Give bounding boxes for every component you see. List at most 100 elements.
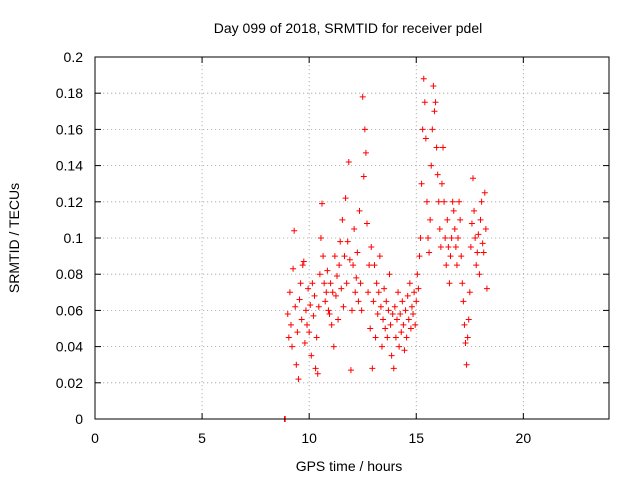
data-point: [457, 216, 464, 223]
data-point: [378, 343, 385, 350]
data-point: [330, 343, 337, 350]
data-point: [433, 144, 440, 151]
data-point: [463, 361, 470, 368]
data-point: [448, 235, 455, 241]
data-point: [450, 207, 457, 214]
data-point: [382, 325, 389, 332]
data-point: [436, 225, 443, 232]
data-point: [398, 329, 405, 336]
data-point: [419, 126, 426, 133]
data-point: [388, 352, 395, 359]
data-point: [310, 312, 317, 319]
data-point: [383, 298, 390, 305]
data-point: [334, 273, 341, 280]
data-point: [456, 198, 463, 205]
data-point: [422, 135, 429, 142]
data-point: [415, 285, 422, 292]
data-point: [317, 235, 324, 241]
data-point: [309, 280, 316, 287]
data-point: [435, 198, 442, 205]
data-point: [337, 238, 344, 245]
y-tick-label: 0.16: [56, 121, 83, 137]
y-tick-label: 0.18: [56, 85, 83, 101]
data-point: [362, 149, 369, 156]
data-point: [365, 289, 372, 296]
data-point: [431, 108, 438, 115]
data-point: [308, 352, 315, 359]
data-point: [446, 280, 453, 287]
data-point: [346, 256, 353, 263]
data-point: [481, 189, 488, 196]
data-point: [475, 231, 482, 238]
data-point: [323, 289, 330, 296]
data-point: [442, 235, 449, 241]
data-point: [428, 162, 435, 169]
data-point: [354, 249, 361, 256]
data-point: [322, 298, 329, 305]
data-point: [290, 265, 297, 272]
data-point: [377, 303, 384, 310]
data-point: [438, 180, 445, 187]
data-point: [425, 235, 432, 241]
y-axis-label: SRMTID / TECUs: [6, 183, 22, 293]
data-point: [380, 316, 387, 323]
data-point: [389, 311, 396, 318]
data-point: [395, 289, 402, 296]
data-point: [400, 321, 407, 328]
data-point: [375, 289, 382, 296]
data-point: [359, 93, 366, 100]
data-point: [366, 262, 373, 269]
data-point: [443, 262, 450, 269]
data-point: [416, 253, 423, 260]
x-tick-label: 10: [301, 430, 317, 446]
data-point: [312, 365, 319, 372]
data-point: [369, 365, 376, 372]
data-point: [440, 144, 447, 151]
x-tick-label: 0: [91, 430, 99, 446]
data-point: [367, 325, 374, 332]
data-point: [410, 311, 417, 318]
data-point: [414, 271, 421, 278]
data-point: [374, 311, 381, 318]
data-point: [325, 307, 332, 314]
data-point: [399, 298, 406, 305]
data-points: [281, 75, 490, 422]
data-point: [292, 303, 299, 310]
data-point: [421, 99, 428, 106]
data-point: [338, 285, 345, 292]
data-point: [291, 227, 298, 234]
data-point: [301, 339, 308, 346]
data-point: [315, 303, 322, 310]
data-point: [405, 316, 412, 323]
data-point: [286, 289, 293, 296]
data-point: [468, 220, 475, 227]
data-point: [368, 244, 375, 251]
data-point: [311, 292, 318, 299]
data-point: [423, 198, 430, 205]
data-point: [470, 175, 477, 182]
data-point: [408, 303, 415, 310]
data-point: [294, 329, 301, 336]
data-point: [417, 235, 424, 241]
data-point: [371, 262, 378, 269]
data-point: [306, 329, 313, 336]
data-point: [482, 225, 489, 232]
data-point: [350, 262, 357, 269]
y-tick-label: 0.08: [56, 266, 83, 282]
data-point: [339, 216, 346, 223]
data-point: [391, 303, 398, 310]
data-point: [478, 198, 485, 205]
y-tick-label: 0.02: [56, 375, 83, 391]
data-point: [483, 285, 490, 292]
data-point: [386, 271, 393, 278]
data-point: [355, 298, 362, 305]
data-point: [427, 216, 434, 223]
data-point: [302, 307, 309, 314]
data-point: [412, 321, 419, 328]
data-point: [326, 311, 333, 318]
data-point: [356, 207, 363, 214]
data-point: [471, 207, 478, 214]
data-point: [327, 280, 334, 287]
x-axis-label: GPS time / hours: [296, 458, 403, 474]
data-point: [345, 158, 352, 165]
